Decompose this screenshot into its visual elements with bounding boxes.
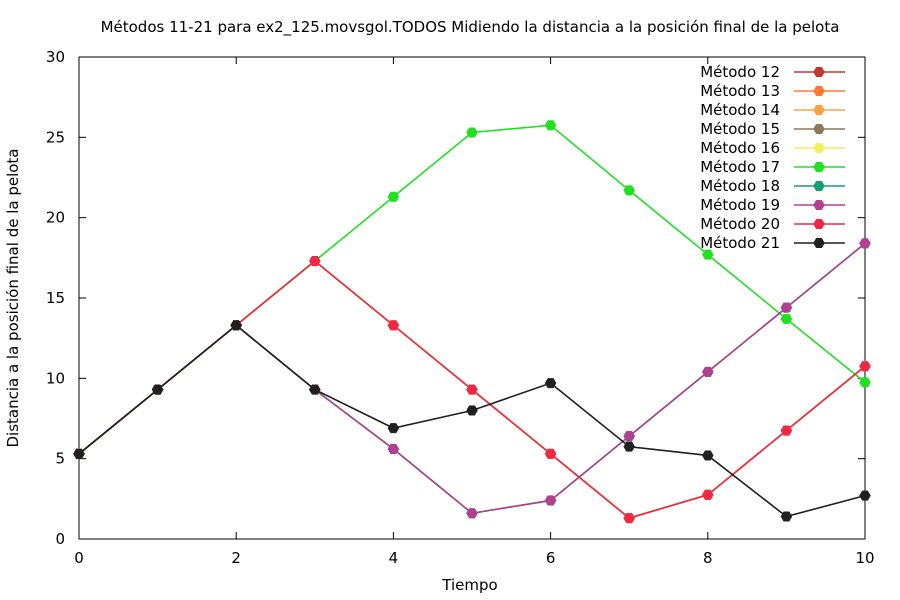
x-axis-ticks: 0 2 4 6 8 10	[74, 57, 875, 567]
legend-item: Método 19	[700, 196, 845, 214]
legend-label: Método 15	[700, 120, 780, 138]
legend-marker	[813, 180, 825, 192]
data-point	[623, 441, 635, 452]
series-layer	[73, 120, 871, 524]
legend-item: Método 18	[700, 177, 845, 195]
legend-label: Método 18	[700, 177, 780, 195]
data-point	[859, 361, 871, 372]
data-point	[151, 384, 164, 395]
data-point	[544, 378, 557, 389]
x-tick-label: 6	[546, 549, 556, 567]
legend-item: Método 12	[700, 63, 845, 81]
legend-item: Método 13	[700, 82, 845, 100]
y-tick-label: 15	[46, 289, 65, 307]
series-19	[73, 238, 871, 519]
data-point	[387, 444, 400, 455]
legend-label: Método 12	[700, 63, 780, 81]
data-point	[780, 313, 793, 324]
legend-marker	[813, 199, 825, 211]
legend-marker	[813, 66, 825, 78]
legend-label: Método 20	[700, 215, 780, 233]
y-tick-label: 5	[55, 450, 65, 468]
series-20	[73, 256, 871, 524]
x-tick-label: 0	[74, 549, 84, 567]
data-point	[859, 377, 871, 388]
data-point	[780, 302, 793, 313]
legend-item: Método 16	[700, 139, 845, 157]
legend-marker	[813, 161, 825, 173]
series-18	[73, 238, 871, 519]
data-point	[387, 423, 400, 434]
legend-item: Método 21	[700, 234, 845, 252]
legend-label: Método 17	[700, 158, 780, 176]
data-point	[544, 120, 557, 131]
data-point	[859, 490, 871, 501]
data-point	[230, 320, 242, 331]
legend-label: Método 16	[700, 139, 780, 157]
legend-marker	[813, 237, 825, 249]
y-tick-label: 25	[46, 128, 65, 146]
legend-item: Método 20	[700, 215, 845, 233]
legend-marker	[813, 218, 825, 230]
series-line	[78, 324, 866, 518]
data-point	[387, 191, 400, 202]
legend-marker	[813, 85, 825, 97]
data-point	[702, 249, 714, 260]
data-point	[309, 256, 321, 267]
legend-marker	[813, 142, 825, 154]
x-tick-label: 2	[231, 549, 241, 567]
data-point	[387, 320, 400, 331]
x-tick-label: 8	[703, 549, 713, 567]
series-line	[78, 242, 866, 515]
data-point	[466, 127, 478, 138]
y-axis-ticks: 0 5 10 15 20 25 30	[46, 48, 865, 548]
chart-title: Métodos 11-21 para ex2_125.movsgol.TODOS…	[101, 18, 840, 37]
data-point	[73, 448, 85, 459]
x-tick-label: 10	[855, 549, 874, 567]
legend-marker	[813, 123, 825, 135]
legend-item: Método 15	[700, 120, 845, 138]
data-point	[859, 238, 871, 249]
data-point	[309, 384, 321, 395]
y-tick-label: 30	[46, 48, 65, 66]
data-point	[702, 450, 714, 461]
data-point	[466, 405, 478, 416]
data-point	[623, 513, 635, 524]
data-point	[623, 185, 635, 196]
series-21	[73, 320, 871, 522]
data-point	[544, 495, 557, 506]
data-point	[780, 511, 793, 522]
legend-item: Método 14	[700, 101, 845, 119]
data-point	[702, 366, 714, 377]
y-tick-label: 0	[55, 530, 65, 548]
legend-item: Método 17	[700, 158, 845, 176]
legend-label: Método 19	[700, 196, 780, 214]
legend-label: Método 21	[700, 234, 780, 252]
data-point	[780, 425, 793, 436]
legend-label: Método 13	[700, 82, 780, 100]
data-point	[466, 384, 478, 395]
legend-marker	[813, 104, 825, 116]
series-line	[78, 242, 866, 515]
legend-label: Método 14	[700, 101, 780, 119]
data-point	[702, 489, 714, 500]
data-point	[544, 448, 557, 459]
x-axis-title: Tiempo	[441, 576, 497, 594]
x-tick-label: 4	[389, 549, 399, 567]
y-tick-label: 20	[46, 209, 65, 227]
data-point	[623, 431, 635, 442]
y-tick-label: 10	[46, 369, 65, 387]
y-axis-title: Distancia a la posición final de la pelo…	[4, 148, 22, 447]
data-point	[466, 508, 478, 519]
